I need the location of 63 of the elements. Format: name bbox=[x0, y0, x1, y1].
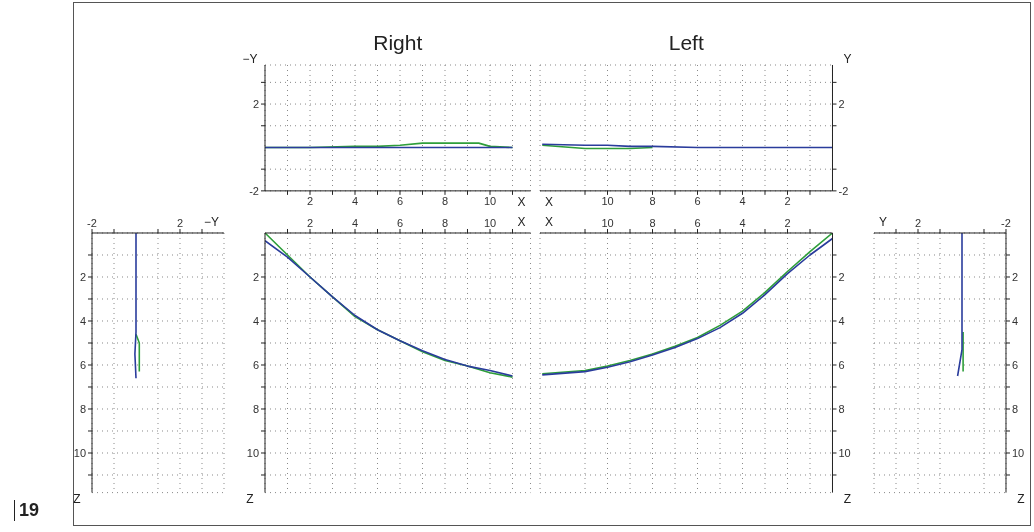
x-tick-label: 6 bbox=[396, 217, 404, 229]
y-axis-title: Z bbox=[246, 492, 254, 507]
x-tick-label: 10 bbox=[483, 217, 497, 229]
x-tick-label: 6 bbox=[694, 194, 701, 207]
y-tick-label: 2 bbox=[252, 270, 259, 283]
x-tick-label: 8 bbox=[441, 217, 449, 229]
x-tick-label: 2 bbox=[784, 194, 791, 207]
y-tick-label: 4 bbox=[838, 314, 845, 327]
x-tick-label: 4 bbox=[739, 217, 746, 229]
y-tick-label: 8 bbox=[252, 402, 259, 415]
y-tick-label: 10 bbox=[73, 446, 86, 459]
y-tick-label: 4 bbox=[1012, 314, 1019, 327]
y-axis-title: −Y bbox=[242, 51, 258, 66]
y-tick-label: 4 bbox=[252, 314, 259, 327]
y-tick-label: 8 bbox=[79, 402, 86, 415]
x-tick-label: 8 bbox=[649, 217, 656, 229]
x-tick-label: 10 bbox=[483, 194, 497, 207]
y-tick-label: 4 bbox=[79, 314, 86, 327]
x-axis-title: Y bbox=[879, 215, 887, 230]
x-tick-label: -2 bbox=[1001, 217, 1011, 229]
x-tick-label: 8 bbox=[649, 194, 656, 207]
y-tick-label: 8 bbox=[838, 402, 845, 415]
y-tick-label: 10 bbox=[838, 446, 851, 459]
x-tick-label: 8 bbox=[441, 194, 449, 207]
y-tick-label: 6 bbox=[838, 358, 845, 371]
line-series bbox=[134, 233, 137, 379]
y-axis-title: Z bbox=[1017, 492, 1025, 507]
y-tick-label: 10 bbox=[1012, 446, 1025, 459]
x-axis-title: X bbox=[517, 194, 526, 209]
x-axis-title: −Y bbox=[204, 215, 219, 230]
y-axis-title: Z bbox=[843, 492, 852, 507]
x-tick-label: 2 bbox=[176, 217, 184, 229]
x-tick-label: 2 bbox=[306, 217, 314, 229]
x-tick-label: 4 bbox=[351, 194, 359, 207]
x-axis-title: X bbox=[545, 194, 553, 209]
x-tick-label: 10 bbox=[601, 217, 614, 229]
chart-title: Right bbox=[372, 30, 424, 55]
y-tick-label: 2 bbox=[1012, 270, 1019, 283]
y-tick-label: 6 bbox=[1012, 358, 1019, 371]
x-tick-label: 6 bbox=[396, 194, 404, 207]
x-tick-label: 2 bbox=[784, 217, 791, 229]
x-tick-label: 2 bbox=[914, 217, 922, 229]
y-tick-label: 6 bbox=[252, 358, 259, 371]
x-tick-label: -2 bbox=[87, 217, 97, 229]
x-tick-label: 10 bbox=[601, 194, 614, 207]
y-tick-label: 10 bbox=[246, 446, 259, 459]
x-tick-label: 4 bbox=[739, 194, 746, 207]
y-tick-label: 6 bbox=[79, 358, 86, 371]
y-tick-label: 2 bbox=[252, 97, 259, 110]
y-tick-label: 8 bbox=[1012, 402, 1019, 415]
text: 19 bbox=[14, 500, 40, 521]
x-axis-title: X bbox=[545, 215, 553, 230]
chart-title: Left bbox=[667, 30, 705, 55]
x-tick-label: 6 bbox=[694, 217, 701, 229]
y-axis-title: Y bbox=[843, 51, 852, 66]
y-tick-label: -2 bbox=[249, 184, 259, 197]
x-tick-label: 4 bbox=[351, 217, 359, 229]
x-axis-title: X bbox=[517, 215, 526, 230]
y-tick-label: 2 bbox=[838, 270, 845, 283]
y-tick-label: 2 bbox=[79, 270, 86, 283]
x-tick-label: 2 bbox=[306, 194, 314, 207]
y-tick-label: -2 bbox=[838, 184, 849, 197]
y-tick-label: 2 bbox=[838, 97, 845, 110]
